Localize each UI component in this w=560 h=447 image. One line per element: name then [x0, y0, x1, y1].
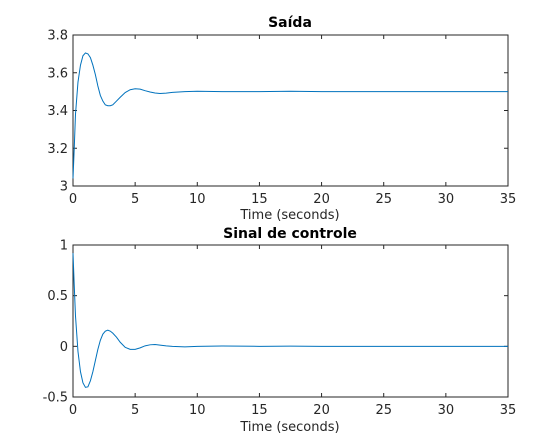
control-ytick-label: 1: [60, 239, 68, 254]
control-xtick-label: 30: [438, 403, 455, 418]
control-xtick-label: 35: [500, 403, 517, 418]
output-xtick-label: 15: [251, 192, 268, 207]
plot-output-xlabel: Time (seconds): [239, 208, 339, 223]
plot-output-axes: [72, 34, 509, 187]
plot-output: Saída 0 5 10 15 20 25 30 35 3 3.2 3.4 3.6 3.8 Time (…: [47, 15, 516, 223]
control-xtick-label: 0: [69, 403, 77, 418]
output-series-line: [72, 52, 508, 179]
control-xtick-label: 20: [313, 403, 330, 418]
output-xtick-label: 25: [375, 192, 392, 207]
control-series-line: [72, 253, 508, 388]
output-xtick-label: 0: [69, 192, 77, 207]
control-xtick-label: 10: [189, 403, 206, 418]
plot-control-signal: Sinal de controle 0 5 10 15 20 25 30 35-0.500.5…: [43, 226, 517, 435]
plot-output-title: Saída: [268, 15, 312, 31]
control-xtick-label: 15: [251, 403, 268, 418]
plot-control-xlabel: Time (seconds): [239, 420, 339, 435]
output-ytick-label: 3: [60, 180, 68, 195]
output-xtick-label: 10: [189, 192, 206, 207]
output-ytick-label: 3.2: [47, 142, 68, 157]
output-ytick-label: 3.6: [47, 66, 68, 81]
control-xtick-label: 5: [131, 403, 139, 418]
control-ytick-label: -0.5: [43, 391, 68, 406]
plot-control-series-group: [72, 253, 508, 388]
plot-output-series-group: [72, 52, 508, 179]
output-xtick-label: 5: [131, 192, 139, 207]
plot-output-ticks: 0 5 10 15 20 25 30 35 3 3.2 3.4 3.6 3.8: [47, 29, 516, 208]
control-ytick-label: 0.5: [47, 289, 68, 304]
output-ytick-label: 3.4: [47, 104, 68, 119]
plot-control-title: Sinal de controle: [223, 226, 357, 242]
control-xtick-label: 25: [375, 403, 392, 418]
control-ytick-label: 0: [60, 340, 68, 355]
output-xtick-label: 20: [313, 192, 330, 207]
plot-control-axes: [72, 244, 509, 398]
plot-control-ticks: 0 5 10 15 20 25 30 35-0.500.51: [43, 239, 517, 419]
output-xtick-label: 30: [438, 192, 455, 207]
output-ytick-label: 3.8: [47, 29, 68, 44]
output-xtick-label: 35: [500, 192, 517, 207]
